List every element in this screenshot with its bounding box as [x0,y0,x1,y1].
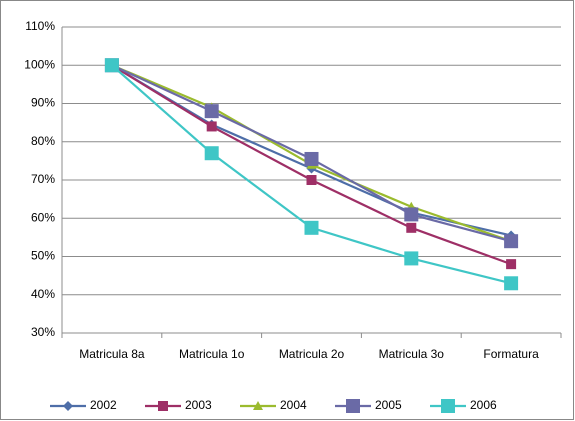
y-tick-label: 30% [31,325,55,339]
legend-label: 2005 [375,398,402,412]
marker [406,222,417,233]
marker [404,207,419,222]
marker [504,276,519,291]
marker [306,175,317,185]
legend-marker [63,401,73,411]
legend-marker [346,399,360,413]
x-tick-label: Matricula 2o [279,347,345,361]
marker [404,251,419,266]
legend-label: 2004 [280,398,307,412]
marker [204,146,219,161]
legend-marker [441,399,455,413]
legend-label: 2003 [185,398,212,412]
marker [506,259,517,270]
legend-label: 2006 [470,398,497,412]
marker [504,234,519,249]
marker [304,220,319,235]
y-tick-label: 100% [24,57,55,71]
marker [204,104,219,119]
y-tick-label: 90% [31,96,55,110]
y-tick-label: 70% [31,172,55,186]
y-tick-label: 80% [31,134,55,148]
y-tick-label: 110% [25,19,55,33]
marker [304,151,319,166]
y-tick-label: 50% [31,249,55,263]
x-tick-label: Matricula 1o [179,347,245,361]
legend-label: 2002 [90,398,117,412]
y-tick-label: 40% [31,287,55,301]
x-tick-label: Matricula 3o [379,347,445,361]
legend-marker [253,401,263,410]
x-tick-label: Matricula 8a [79,347,145,361]
marker [206,121,217,132]
x-tick-label: Formatura [483,347,539,361]
y-tick-label: 60% [31,210,55,224]
marker [104,58,119,73]
legend-marker [158,401,168,411]
